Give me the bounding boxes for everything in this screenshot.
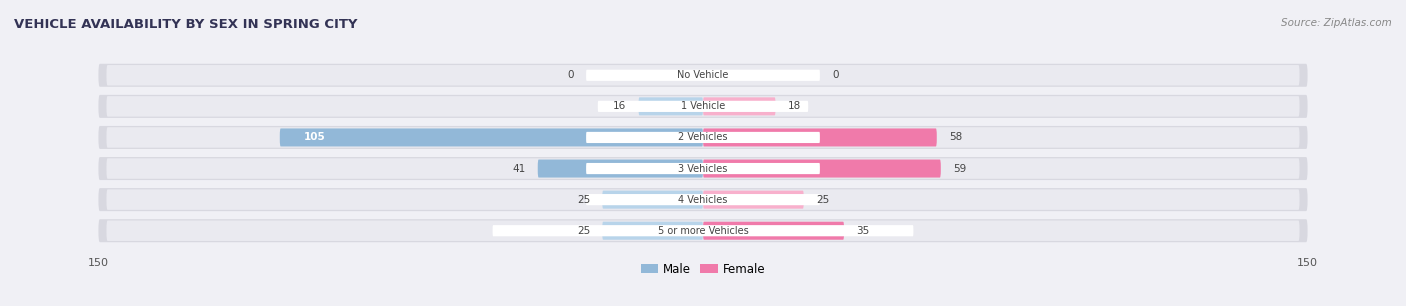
Text: 25: 25 — [576, 195, 591, 205]
FancyBboxPatch shape — [602, 191, 703, 209]
Text: 16: 16 — [613, 101, 627, 111]
FancyBboxPatch shape — [107, 158, 1299, 179]
Text: 41: 41 — [512, 163, 526, 174]
Text: 1 Vehicle: 1 Vehicle — [681, 101, 725, 111]
FancyBboxPatch shape — [98, 126, 1308, 149]
Text: 0: 0 — [568, 70, 574, 80]
Text: 25: 25 — [576, 226, 591, 236]
FancyBboxPatch shape — [537, 159, 703, 177]
FancyBboxPatch shape — [586, 70, 820, 81]
FancyBboxPatch shape — [492, 225, 914, 236]
Text: 18: 18 — [787, 101, 801, 111]
FancyBboxPatch shape — [602, 222, 703, 240]
FancyBboxPatch shape — [98, 219, 1308, 242]
FancyBboxPatch shape — [98, 95, 1308, 118]
FancyBboxPatch shape — [107, 65, 1299, 86]
FancyBboxPatch shape — [586, 163, 820, 174]
Text: 58: 58 — [949, 132, 962, 143]
Text: 5 or more Vehicles: 5 or more Vehicles — [658, 226, 748, 236]
FancyBboxPatch shape — [107, 189, 1299, 210]
FancyBboxPatch shape — [598, 101, 808, 112]
FancyBboxPatch shape — [586, 132, 820, 143]
FancyBboxPatch shape — [107, 96, 1299, 117]
FancyBboxPatch shape — [638, 97, 703, 115]
Text: 2 Vehicles: 2 Vehicles — [678, 132, 728, 143]
Text: 0: 0 — [832, 70, 838, 80]
FancyBboxPatch shape — [107, 127, 1299, 148]
FancyBboxPatch shape — [703, 97, 776, 115]
Text: 25: 25 — [815, 195, 830, 205]
FancyBboxPatch shape — [703, 129, 936, 147]
FancyBboxPatch shape — [98, 157, 1308, 180]
FancyBboxPatch shape — [586, 194, 820, 205]
Text: Source: ZipAtlas.com: Source: ZipAtlas.com — [1281, 18, 1392, 28]
FancyBboxPatch shape — [703, 191, 804, 209]
Text: 35: 35 — [856, 226, 869, 236]
Text: VEHICLE AVAILABILITY BY SEX IN SPRING CITY: VEHICLE AVAILABILITY BY SEX IN SPRING CI… — [14, 18, 357, 31]
FancyBboxPatch shape — [703, 159, 941, 177]
FancyBboxPatch shape — [98, 64, 1308, 87]
FancyBboxPatch shape — [280, 129, 703, 147]
Text: 105: 105 — [304, 132, 326, 143]
Text: 59: 59 — [953, 163, 966, 174]
FancyBboxPatch shape — [107, 220, 1299, 241]
FancyBboxPatch shape — [98, 188, 1308, 211]
Text: 3 Vehicles: 3 Vehicles — [678, 163, 728, 174]
Text: No Vehicle: No Vehicle — [678, 70, 728, 80]
Legend: Male, Female: Male, Female — [636, 258, 770, 280]
Text: 4 Vehicles: 4 Vehicles — [678, 195, 728, 205]
FancyBboxPatch shape — [703, 222, 844, 240]
